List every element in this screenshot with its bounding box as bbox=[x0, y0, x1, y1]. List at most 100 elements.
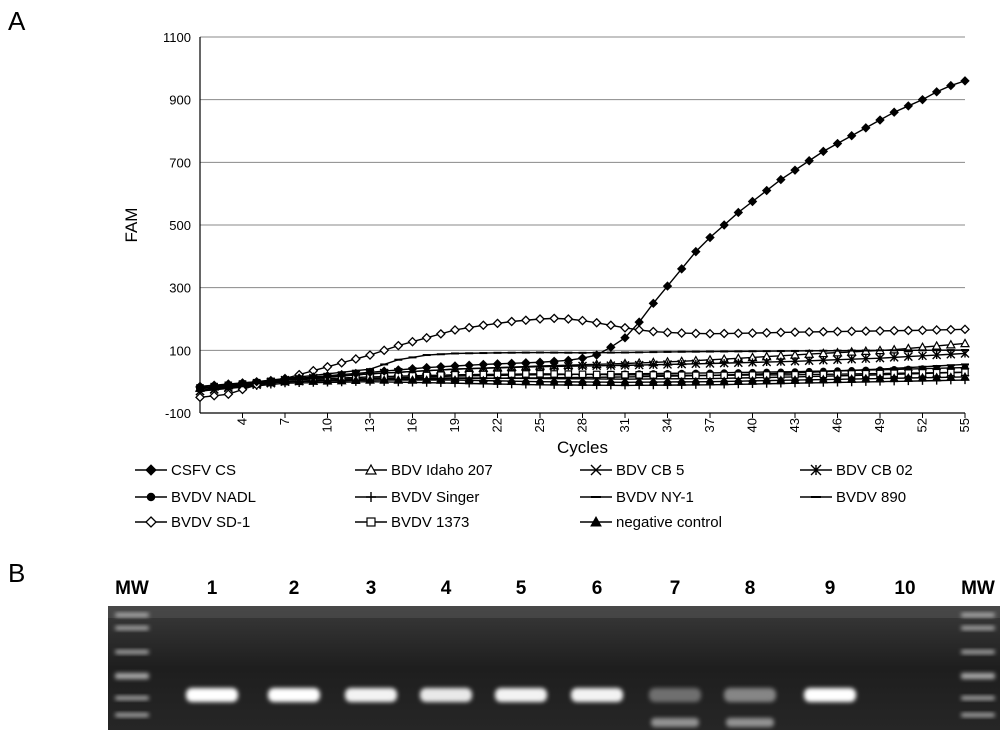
data-point bbox=[209, 390, 220, 401]
data-point bbox=[322, 361, 333, 372]
chart-legend: CSFV CS BDV Idaho 207 BDV CB 5 BDV CB 02 BVD… bbox=[135, 462, 913, 531]
data-point bbox=[535, 376, 545, 386]
data-point bbox=[959, 338, 971, 348]
lane-label-5: 5 bbox=[516, 578, 527, 599]
data-point bbox=[648, 377, 659, 386]
x-tick-label: 31 bbox=[617, 418, 632, 432]
data-point bbox=[620, 360, 630, 370]
ladder-band bbox=[961, 613, 995, 617]
data-point bbox=[747, 375, 758, 385]
data-point bbox=[393, 375, 404, 384]
data-point bbox=[634, 377, 645, 386]
lane-label-10: 10 bbox=[894, 578, 915, 599]
data-point bbox=[536, 370, 544, 378]
data-point bbox=[563, 355, 574, 366]
legend-item-bdv-cb-5: BDV CB 5 bbox=[580, 462, 684, 479]
panel-label-a: A bbox=[8, 6, 26, 36]
data-point bbox=[294, 373, 304, 383]
data-point bbox=[917, 94, 928, 105]
data-point bbox=[790, 375, 800, 384]
data-point bbox=[761, 375, 772, 385]
data-point bbox=[550, 370, 558, 378]
panel-label-b: B bbox=[8, 558, 25, 588]
y-tick-label: 1100 bbox=[163, 30, 191, 45]
data-point bbox=[578, 370, 587, 379]
series-negative-control bbox=[195, 371, 970, 392]
data-point bbox=[393, 340, 404, 351]
data-point bbox=[436, 362, 446, 372]
data-point bbox=[931, 372, 942, 382]
data-point bbox=[860, 373, 871, 383]
legend-label: BDV CB 5 bbox=[616, 462, 684, 479]
data-point bbox=[563, 314, 574, 324]
data-point bbox=[535, 314, 545, 324]
data-point bbox=[747, 196, 758, 207]
legend-label: BDV Idaho 207 bbox=[391, 462, 493, 479]
data-point bbox=[146, 492, 156, 502]
data-point bbox=[592, 361, 602, 371]
data-point bbox=[663, 359, 672, 369]
data-point bbox=[875, 373, 885, 383]
legend-label: BVDV NADL bbox=[171, 489, 256, 506]
ladder-band bbox=[115, 626, 149, 630]
lane-label-7: 7 bbox=[670, 578, 681, 599]
data-point bbox=[336, 369, 347, 380]
data-point bbox=[648, 360, 658, 370]
x-tick-label: 25 bbox=[532, 418, 547, 432]
data-point bbox=[775, 327, 786, 338]
data-point bbox=[578, 361, 587, 371]
mw-ladder bbox=[961, 613, 995, 717]
data-point bbox=[606, 342, 616, 352]
data-point bbox=[365, 367, 375, 377]
x-tick-label: 49 bbox=[872, 418, 887, 432]
data-point bbox=[748, 357, 757, 367]
data-point bbox=[351, 368, 361, 379]
ladder-band bbox=[961, 696, 995, 700]
x-tick-label: 43 bbox=[787, 418, 802, 432]
data-point bbox=[705, 232, 715, 243]
x-tick-label: 52 bbox=[915, 418, 930, 432]
data-point bbox=[889, 325, 900, 336]
data-point bbox=[861, 354, 871, 364]
ladder-band bbox=[961, 650, 995, 654]
data-point bbox=[648, 298, 659, 309]
x-tick-label: 10 bbox=[320, 418, 335, 432]
data-point bbox=[450, 375, 460, 384]
data-point bbox=[605, 377, 616, 386]
data-point bbox=[889, 352, 899, 362]
data-point bbox=[577, 353, 588, 363]
data-point bbox=[492, 359, 503, 369]
data-point bbox=[506, 316, 517, 327]
data-point bbox=[861, 123, 871, 133]
data-point bbox=[918, 351, 927, 361]
sample-band-lane-7 bbox=[649, 688, 701, 702]
legend-label: BDV CB 02 bbox=[836, 462, 913, 479]
data-point bbox=[761, 185, 772, 196]
data-point bbox=[917, 325, 928, 336]
data-point bbox=[195, 381, 205, 392]
x-tick-label: 16 bbox=[405, 418, 420, 432]
data-point bbox=[365, 375, 375, 384]
legend-item-bvdv-890: BVDV 890 bbox=[800, 489, 906, 506]
data-point bbox=[366, 517, 376, 527]
y-axis-title: FAM bbox=[122, 208, 141, 243]
data-point bbox=[832, 326, 843, 337]
sample-band-lane-2 bbox=[268, 688, 320, 702]
data-point bbox=[145, 464, 157, 476]
ladder-band bbox=[115, 673, 149, 679]
legend-item-negative-control: negative control bbox=[580, 514, 722, 531]
lane-label-mw-left: MW bbox=[115, 578, 149, 599]
lane-label-mw-right: MW bbox=[961, 578, 995, 599]
data-point bbox=[790, 327, 800, 338]
lane-label-8: 8 bbox=[745, 578, 756, 599]
data-point bbox=[223, 389, 234, 400]
ladder-band bbox=[961, 673, 995, 679]
data-point bbox=[435, 375, 446, 384]
data-point bbox=[903, 352, 913, 362]
data-point bbox=[521, 358, 531, 368]
x-tick-label: 4 bbox=[235, 418, 250, 425]
data-point bbox=[520, 315, 531, 326]
data-point bbox=[478, 375, 489, 385]
data-point bbox=[846, 374, 857, 383]
data-point bbox=[223, 379, 234, 389]
